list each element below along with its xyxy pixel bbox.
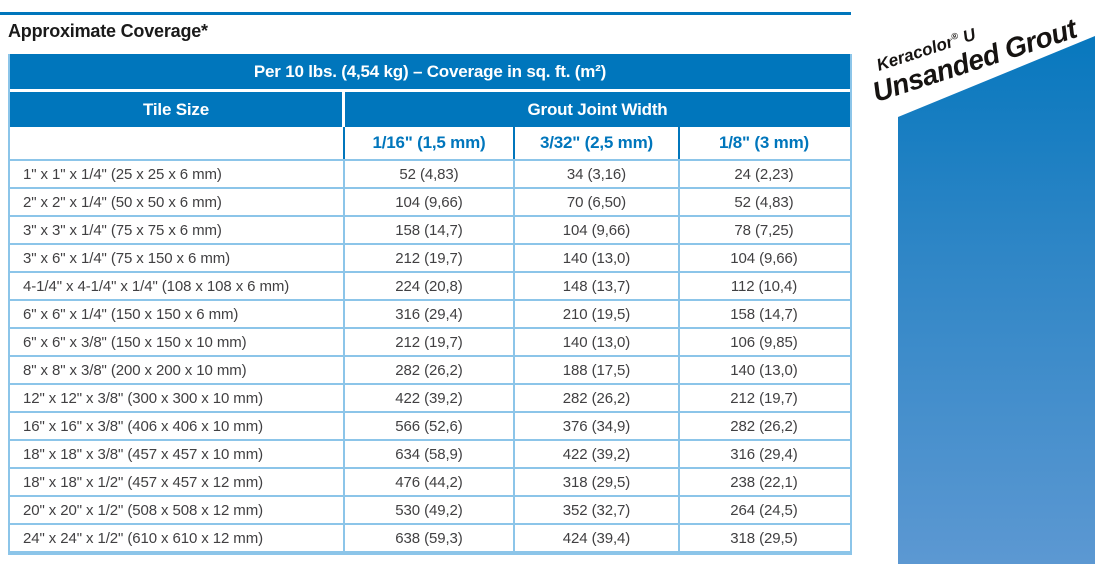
coverage-cell-1-8in: 316 (29,4) <box>730 445 798 463</box>
table-row: 3" x 6" x 1/4" (75 x 150 x 6 mm) 212 (19… <box>10 243 850 271</box>
coverage-cell-1-16in: 212 (19,7) <box>345 245 515 271</box>
coverage-cell-1-16in: 224 (20,8) <box>345 273 515 299</box>
coverage-cell-1-16in: 476 (44,2) <box>345 469 515 495</box>
coverage-cell-3-32in: 318 (29,5) <box>515 469 680 495</box>
coverage-cell-3-32in: 352 (32,7) <box>515 497 680 523</box>
table-row: 1" x 1" x 1/4" (25 x 25 x 6 mm) 52 (4,83… <box>10 159 850 187</box>
tile-size-cell: 16" x 16" x 3/8" (406 x 406 x 10 mm) <box>10 413 345 439</box>
table-row: 16" x 16" x 3/8" (406 x 406 x 10 mm) 566… <box>10 411 850 439</box>
column-header-1-16in: 1/16" (1,5 mm) <box>345 127 515 159</box>
coverage-cell-3-32in: 140 (13,0) <box>515 329 680 355</box>
coverage-cell-3-32in: 210 (19,5) <box>515 301 680 327</box>
coverage-cell-1-16in: 212 (19,7) <box>345 329 515 355</box>
coverage-cell-1-16in: 638 (59,3) <box>345 525 515 551</box>
tile-size-cell: 18" x 18" x 3/8" (457 x 457 x 10 mm) <box>10 441 345 467</box>
top-rule <box>0 12 851 15</box>
coverage-cell-3-32in: 34 (3,16) <box>515 161 680 187</box>
column-header-empty <box>10 127 345 159</box>
tile-size-cell: 4-1/4" x 4-1/4" x 1/4" (108 x 108 x 6 mm… <box>10 273 345 299</box>
tile-size-cell: 12" x 12" x 3/8" (300 x 300 x 10 mm) <box>10 385 345 411</box>
tile-size-cell: 2" x 2" x 1/4" (50 x 50 x 6 mm) <box>10 189 345 215</box>
coverage-cell-3-32in: 282 (26,2) <box>515 385 680 411</box>
table-row: 3" x 3" x 1/4" (75 x 75 x 6 mm) 158 (14,… <box>10 215 850 243</box>
tile-size-cell: 20" x 20" x 1/2" (508 x 508 x 12 mm) <box>10 497 345 523</box>
table-row: 24" x 24" x 1/2" (610 x 610 x 12 mm) 638… <box>10 523 850 551</box>
blue-band <box>898 36 1095 564</box>
coverage-cell-3-32in: 70 (6,50) <box>515 189 680 215</box>
coverage-cell-1-16in: 158 (14,7) <box>345 217 515 243</box>
column-header-3-32in: 3/32" (2,5 mm) <box>515 127 680 159</box>
table-main-header: Per 10 lbs. (4,54 kg) – Coverage in sq. … <box>10 54 850 92</box>
table-row: 8" x 8" x 3/8" (200 x 200 x 10 mm) 282 (… <box>10 355 850 383</box>
table-row: 12" x 12" x 3/8" (300 x 300 x 10 mm) 422… <box>10 383 850 411</box>
page-title: Approximate Coverage* <box>8 21 208 41</box>
column-header-row: 1/16" (1,5 mm) 3/32" (2,5 mm) 1/8" (3 mm… <box>10 127 850 159</box>
tile-size-cell: 6" x 6" x 1/4" (150 x 150 x 6 mm) <box>10 301 345 327</box>
coverage-cell-1-16in: 316 (29,4) <box>345 301 515 327</box>
table-row: 6" x 6" x 3/8" (150 x 150 x 10 mm) 212 (… <box>10 327 850 355</box>
coverage-cell-1-16in: 104 (9,66) <box>345 189 515 215</box>
coverage-cell-1-16in: 282 (26,2) <box>345 357 515 383</box>
coverage-cell-3-32in: 422 (39,2) <box>515 441 680 467</box>
table-row: 2" x 2" x 1/4" (50 x 50 x 6 mm) 104 (9,6… <box>10 187 850 215</box>
column-group-row: Tile Size Grout Joint Width <box>10 92 850 127</box>
coverage-cell-1-8in: 318 (29,5) <box>730 529 798 547</box>
tile-size-cell: 3" x 6" x 1/4" (75 x 150 x 6 mm) <box>10 245 345 271</box>
tile-size-cell: 1" x 1" x 1/4" (25 x 25 x 6 mm) <box>10 161 345 187</box>
column-group-grout-joint-width: Grout Joint Width <box>527 99 668 119</box>
coverage-cell-1-8in: 282 (26,2) <box>730 417 798 435</box>
column-header-1-8in: 1/8" (3 mm) <box>719 133 809 152</box>
coverage-cell-1-16in: 566 (52,6) <box>345 413 515 439</box>
coverage-cell-1-8in: 106 (9,85) <box>730 333 798 351</box>
coverage-cell-1-8in: 140 (13,0) <box>730 361 798 379</box>
coverage-cell-3-32in: 148 (13,7) <box>515 273 680 299</box>
coverage-cell-3-32in: 424 (39,4) <box>515 525 680 551</box>
product-badge: Keracolor® U Unsanded Grout <box>855 0 1120 564</box>
coverage-cell-1-16in: 52 (4,83) <box>345 161 515 187</box>
table-row: 18" x 18" x 1/2" (457 x 457 x 12 mm) 476… <box>10 467 850 495</box>
tile-size-cell: 8" x 8" x 3/8" (200 x 200 x 10 mm) <box>10 357 345 383</box>
table-row: 20" x 20" x 1/2" (508 x 508 x 12 mm) 530… <box>10 495 850 523</box>
coverage-cell-1-8in: 158 (14,7) <box>730 305 798 323</box>
tile-size-cell: 24" x 24" x 1/2" (610 x 610 x 12 mm) <box>10 525 345 551</box>
coverage-cell-3-32in: 376 (34,9) <box>515 413 680 439</box>
column-group-tile-size: Tile Size <box>10 92 345 127</box>
coverage-cell-3-32in: 140 (13,0) <box>515 245 680 271</box>
tile-size-cell: 18" x 18" x 1/2" (457 x 457 x 12 mm) <box>10 469 345 495</box>
tile-size-cell: 6" x 6" x 3/8" (150 x 150 x 10 mm) <box>10 329 345 355</box>
table-row: 6" x 6" x 1/4" (150 x 150 x 6 mm) 316 (2… <box>10 299 850 327</box>
coverage-cell-1-8in: 24 (2,23) <box>734 165 794 183</box>
coverage-cell-1-8in: 52 (4,83) <box>734 193 794 211</box>
coverage-table: Per 10 lbs. (4,54 kg) – Coverage in sq. … <box>8 54 852 555</box>
coverage-cell-1-8in: 264 (24,5) <box>730 501 798 519</box>
coverage-cell-3-32in: 104 (9,66) <box>515 217 680 243</box>
coverage-cell-1-16in: 422 (39,2) <box>345 385 515 411</box>
coverage-cell-1-8in: 112 (10,4) <box>730 277 798 295</box>
table-row: 4-1/4" x 4-1/4" x 1/4" (108 x 108 x 6 mm… <box>10 271 850 299</box>
table-row: 18" x 18" x 3/8" (457 x 457 x 10 mm) 634… <box>10 439 850 467</box>
coverage-cell-1-8in: 238 (22,1) <box>730 473 798 491</box>
table-body: 1" x 1" x 1/4" (25 x 25 x 6 mm) 52 (4,83… <box>10 159 850 551</box>
coverage-cell-1-8in: 212 (19,7) <box>730 389 798 407</box>
coverage-cell-1-8in: 104 (9,66) <box>730 249 798 267</box>
tile-size-cell: 3" x 3" x 1/4" (75 x 75 x 6 mm) <box>10 217 345 243</box>
coverage-cell-1-16in: 530 (49,2) <box>345 497 515 523</box>
coverage-cell-1-16in: 634 (58,9) <box>345 441 515 467</box>
coverage-cell-3-32in: 188 (17,5) <box>515 357 680 383</box>
coverage-cell-1-8in: 78 (7,25) <box>734 221 794 239</box>
